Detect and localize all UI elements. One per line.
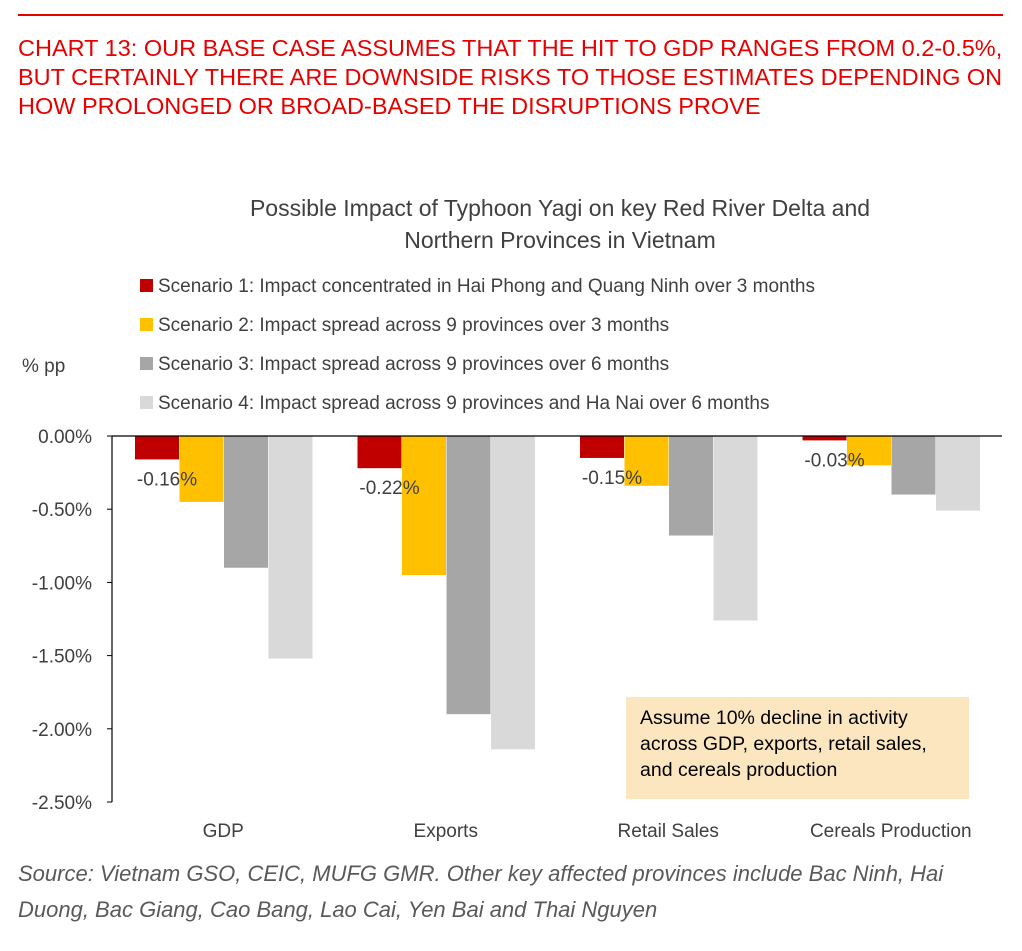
legend-swatch (140, 396, 153, 409)
source-note: Source: Vietnam GSO, CEIC, MUFG GMR. Oth… (18, 861, 944, 922)
bar (357, 436, 402, 469)
bar (669, 436, 713, 536)
legend-swatch (140, 279, 153, 292)
bar (624, 436, 669, 486)
y-axis-label: % pp (22, 356, 65, 377)
bar (891, 436, 936, 495)
x-tick-label: GDP (203, 821, 244, 842)
y-tick-label: -1.50% (32, 647, 92, 668)
data-label: -0.22% (359, 478, 419, 499)
bar (135, 436, 179, 460)
assumption-note: Assume 10% decline in activity across GD… (626, 697, 969, 799)
data-label: -0.03% (804, 450, 864, 471)
chart-title-line: Possible Impact of Typhoon Yagi on key R… (250, 195, 870, 221)
bar (402, 436, 446, 576)
bar (580, 436, 624, 458)
legend-label: Scenario 1: Impact concentrated in Hai P… (158, 276, 815, 297)
top-rule (18, 14, 1003, 16)
data-label: -0.15% (582, 468, 642, 489)
x-tick-label: Cereals Production (810, 821, 972, 842)
chart-heading: CHART 13: OUR BASE CASE ASSUMES THAT THE… (18, 35, 1003, 119)
y-tick-label: -2.50% (32, 793, 92, 814)
legend-label: Scenario 4: Impact spread across 9 provi… (158, 393, 769, 414)
legend-swatch (140, 357, 153, 370)
legend-swatch (140, 318, 153, 331)
bar (446, 436, 491, 715)
x-tick-label: Exports (414, 821, 478, 842)
data-label: -0.16% (137, 469, 197, 490)
bar (179, 436, 224, 502)
bar (224, 436, 268, 568)
chart-title-line: Northern Provinces in Vietnam (404, 227, 716, 253)
bar (268, 436, 313, 659)
y-tick-label: 0.00% (38, 427, 92, 448)
y-tick-label: -1.00% (32, 573, 92, 594)
bar (491, 436, 535, 750)
x-tick-label: Retail Sales (618, 821, 719, 842)
bar (713, 436, 758, 621)
bar (936, 436, 980, 511)
bar (847, 436, 891, 466)
legend-label: Scenario 3: Impact spread across 9 provi… (158, 354, 669, 375)
y-tick-label: -0.50% (32, 500, 92, 521)
legend-label: Scenario 2: Impact spread across 9 provi… (158, 315, 669, 336)
y-tick-label: -2.00% (32, 720, 92, 741)
bar (802, 436, 847, 441)
